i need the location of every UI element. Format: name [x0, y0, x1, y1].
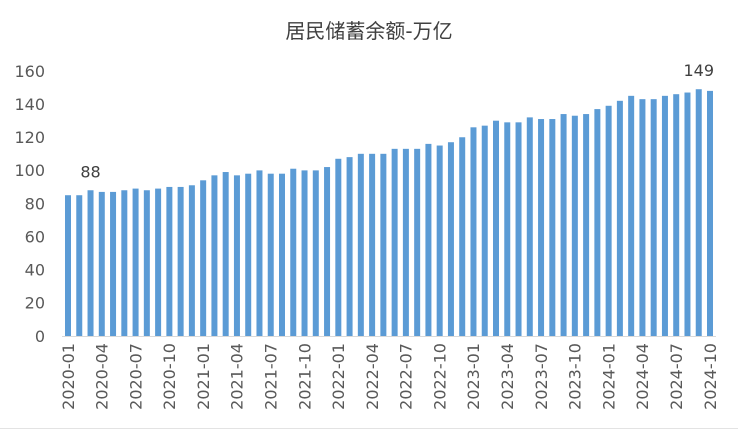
bar-2022-09 [425, 143, 432, 337]
x-tick-label: 2021-07 [262, 343, 281, 410]
bar-2023-05 [515, 122, 522, 336]
x-tick-label: 2023-10 [566, 343, 585, 410]
bar-2022-11 [447, 142, 454, 336]
bar-2020-04 [98, 191, 105, 336]
x-tick-label: 2023-04 [498, 343, 517, 410]
bar-2024-10 [707, 90, 713, 337]
bar-2020-09 [155, 188, 162, 336]
bar-2021-02 [211, 175, 218, 336]
x-tick-label: 2022-10 [430, 343, 449, 410]
bar-2022-03 [357, 153, 364, 336]
bar-2023-12 [594, 109, 601, 336]
x-tick-label: 2024-10 [701, 343, 720, 410]
bar-2024-02 [616, 100, 623, 336]
bar-2021-04 [233, 175, 240, 336]
x-tick-label: 2021-01 [194, 343, 213, 410]
y-tick-label: 60 [25, 227, 45, 246]
y-tick-label: 0 [35, 327, 45, 346]
x-axis-labels: 2020-01 2020-04 2020-07 2020-10 2021-01 2021-… [59, 343, 720, 410]
bar-2021-12 [324, 167, 331, 336]
bar-2022-06 [391, 148, 398, 336]
bar-2020-10 [166, 186, 173, 336]
y-tick-label: 140 [14, 95, 45, 114]
bar-2022-04 [369, 153, 376, 336]
bar-2020-08 [143, 190, 150, 336]
y-axis-labels: 0 20 40 60 80 100 120 140 160 [14, 62, 45, 346]
bar-2020-06 [121, 190, 128, 336]
chart-title: 居民储蓄余额-万亿 [285, 19, 452, 43]
bar-2024-09 [695, 89, 702, 336]
x-tick-label: 2024-01 [599, 343, 618, 410]
x-tick-label: 2023-01 [464, 343, 483, 410]
y-tick-label: 160 [14, 62, 45, 81]
bar-2022-08 [414, 148, 421, 336]
x-tick-label: 2024-04 [633, 343, 652, 410]
bar-2023-03 [493, 120, 499, 336]
bar-2021-03 [222, 172, 229, 336]
x-tick-label: 2020-01 [59, 343, 78, 410]
bar-2020-02 [76, 195, 83, 336]
x-tick-label: 2020-07 [126, 343, 145, 410]
bar-2021-07 [267, 173, 274, 336]
bar-2022-05 [380, 153, 387, 336]
bar-2022-10 [436, 145, 443, 336]
bar-2023-04 [504, 122, 511, 336]
y-tick-label: 40 [25, 261, 45, 280]
bar-2022-12 [459, 137, 466, 336]
bar-2023-02 [481, 125, 488, 336]
x-tick-label: 2021-10 [295, 343, 314, 410]
bar-2020-07 [132, 188, 139, 336]
data-label: 149 [683, 61, 714, 80]
bar-2024-06 [661, 95, 668, 336]
bar-2023-06 [526, 117, 533, 337]
bar-2021-01 [200, 180, 207, 336]
x-tick-label: 2020-10 [160, 343, 179, 410]
bar-2023-09 [560, 114, 567, 336]
y-tick-label: 100 [14, 161, 45, 180]
bar-2024-03 [628, 95, 635, 336]
y-tick-label: 80 [25, 194, 45, 213]
bar-2021-11 [312, 170, 319, 337]
bar-2022-07 [402, 148, 409, 336]
bar-2024-04 [639, 99, 646, 336]
y-tick-label: 120 [14, 128, 45, 147]
bar-2024-05 [650, 99, 657, 336]
bar-2023-07 [538, 119, 545, 336]
data-labels: 88 149 [80, 61, 714, 181]
x-tick-label: 2022-01 [329, 343, 348, 410]
x-tick-label: 2024-07 [667, 343, 686, 410]
bar-2021-09 [290, 168, 297, 336]
bar-2023-08 [549, 119, 556, 336]
data-label: 88 [80, 162, 100, 181]
bar-2020-05 [110, 191, 117, 336]
bar-2021-10 [301, 170, 308, 337]
bar-2021-06 [256, 170, 263, 337]
x-tick-label: 2020-04 [93, 343, 112, 410]
bar-2024-08 [684, 92, 691, 336]
bar-2020-01 [65, 195, 71, 336]
x-tick-label: 2023-07 [532, 343, 551, 410]
bar-2020-12 [188, 185, 195, 336]
bar-2022-02 [346, 157, 353, 337]
bar-2020-03 [87, 190, 94, 336]
bar-2022-01 [335, 158, 342, 336]
bar-2024-07 [673, 94, 680, 336]
bar-2020-11 [177, 186, 184, 336]
bar-2021-08 [279, 173, 285, 336]
x-tick-label: 2022-07 [397, 343, 416, 410]
y-tick-label: 20 [25, 294, 45, 313]
bars [65, 89, 713, 337]
x-tick-label: 2021-04 [228, 343, 247, 410]
bar-2023-01 [470, 127, 477, 336]
bar-2023-11 [583, 114, 590, 336]
bar-2021-05 [245, 173, 252, 336]
x-tick-label: 2022-04 [363, 343, 382, 410]
bar-2023-10 [571, 115, 578, 336]
bar-2024-01 [605, 105, 612, 336]
